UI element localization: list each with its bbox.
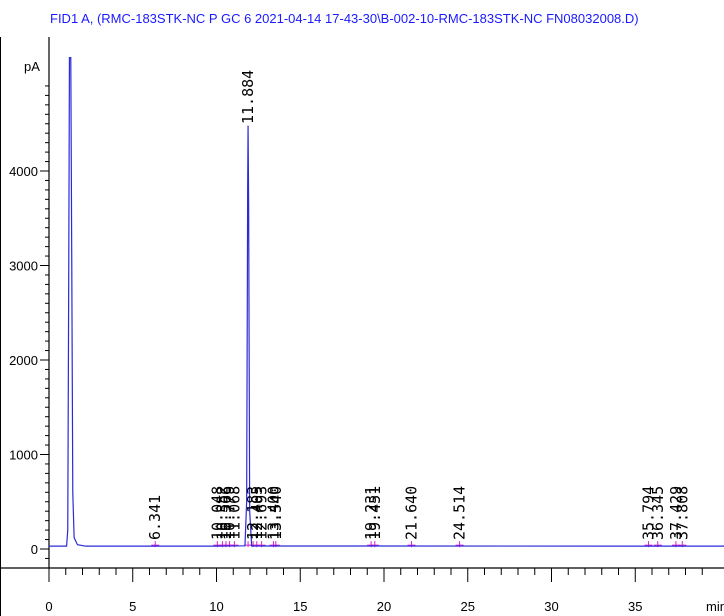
peak-rt-label: 37.808	[673, 486, 691, 540]
x-axis-label: min	[706, 599, 724, 614]
peak-rt-label: 35.794	[640, 486, 658, 540]
x-tick-label: 5	[129, 599, 136, 614]
peak-rt-label: 10.352	[213, 486, 231, 540]
peak-rt-label: 19.231	[362, 486, 380, 540]
y-tick-label: 1000	[9, 448, 38, 463]
peak-rt-label: 37.429	[667, 486, 685, 540]
peak-rt-label: 36.345	[649, 486, 667, 540]
y-tick-label: 3000	[9, 259, 38, 274]
peak-rt-label: 11.068	[225, 486, 243, 540]
peak-rt-label: 13.540	[267, 486, 285, 540]
y-tick-label: 0	[31, 542, 38, 557]
x-ticks-group: 0 5 10 15 20 25 30 35	[45, 568, 703, 614]
peak-rt-label: 10.779	[221, 486, 239, 540]
peak-rt-label: 12.405	[248, 486, 266, 540]
peak-rt-label: 10.048	[208, 486, 226, 540]
peak-rt-label: 12.183	[244, 486, 262, 540]
chart-title: FID1 A, (RMC-183STK-NC P GC 6 2021-04-14…	[50, 11, 639, 26]
x-tick-label: 0	[45, 599, 52, 614]
x-tick-label: 20	[377, 599, 391, 614]
x-tick-label: 25	[461, 599, 475, 614]
peak-rt-label: 21.640	[402, 486, 420, 540]
y-tick-label: 4000	[9, 164, 38, 179]
peak-marks-group	[151, 541, 687, 548]
y-ticks-group: 0 1000 2000 3000 4000	[9, 85, 49, 559]
peak-rt-label: 13.400	[264, 486, 282, 540]
signal-trace	[49, 57, 724, 547]
peak-rt-label: 24.514	[451, 486, 469, 540]
peak-rt-label: 11.884	[239, 70, 257, 124]
peak-rt-label: 12.693	[253, 486, 271, 540]
x-tick-label: 30	[544, 599, 558, 614]
x-tick-label: 35	[628, 599, 642, 614]
x-tick-label: 10	[209, 599, 223, 614]
peak-rt-label: 10.566	[217, 486, 235, 540]
y-tick-label: 2000	[9, 353, 38, 368]
peak-rt-label: 6.341	[146, 495, 164, 540]
peak-rt-label: 19.451	[366, 486, 384, 540]
x-tick-label: 15	[293, 599, 307, 614]
y-axis-label: pA	[24, 59, 40, 74]
